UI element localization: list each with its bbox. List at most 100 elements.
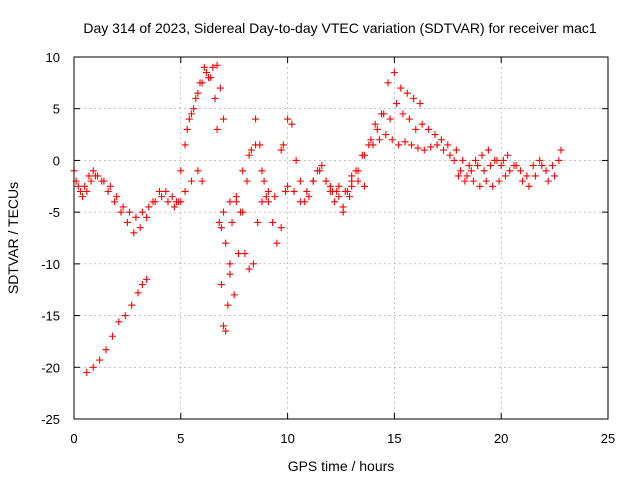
data-point bbox=[420, 146, 428, 154]
series-track-5 bbox=[183, 61, 228, 133]
data-point bbox=[478, 151, 486, 159]
data-point bbox=[333, 187, 341, 195]
series-track-7 bbox=[217, 115, 289, 299]
data-point bbox=[128, 301, 136, 309]
data-point bbox=[113, 193, 121, 201]
data-point bbox=[264, 187, 272, 195]
data-point bbox=[277, 224, 285, 232]
data-point bbox=[279, 141, 287, 149]
data-point bbox=[245, 151, 253, 159]
data-point bbox=[234, 250, 242, 258]
data-point bbox=[226, 260, 234, 268]
data-point bbox=[217, 224, 225, 232]
data-point bbox=[399, 110, 407, 118]
data-point bbox=[138, 208, 146, 216]
y-tick-label: -25 bbox=[41, 412, 60, 427]
data-point bbox=[162, 187, 170, 195]
data-point bbox=[213, 61, 221, 69]
data-point bbox=[230, 291, 238, 299]
data-point bbox=[205, 74, 213, 82]
data-point bbox=[407, 141, 415, 149]
data-point bbox=[183, 125, 191, 133]
x-axis-label: GPS time / hours bbox=[288, 458, 395, 474]
data-point bbox=[292, 156, 300, 164]
series-track-8 bbox=[220, 141, 368, 216]
data-point bbox=[444, 141, 452, 149]
data-point bbox=[249, 260, 257, 268]
data-point bbox=[228, 218, 236, 226]
data-point bbox=[241, 250, 249, 258]
data-point bbox=[373, 125, 381, 133]
x-tick-label: 5 bbox=[177, 431, 184, 446]
data-point bbox=[196, 79, 204, 87]
data-point bbox=[501, 172, 509, 180]
y-tick-label: 0 bbox=[53, 153, 60, 168]
data-point bbox=[226, 270, 234, 278]
data-point bbox=[504, 151, 512, 159]
data-point bbox=[258, 167, 266, 175]
data-point bbox=[211, 94, 219, 102]
y-axis-label: SDTVAR / TECUs bbox=[5, 182, 21, 294]
chart-title: Day 314 of 2023, Sidereal Day-to-day VTE… bbox=[83, 20, 596, 36]
data-point bbox=[303, 187, 311, 195]
data-point bbox=[446, 151, 454, 159]
data-point bbox=[401, 138, 409, 146]
data-point bbox=[343, 187, 351, 195]
data-point bbox=[269, 218, 277, 226]
data-point bbox=[482, 177, 490, 185]
data-point bbox=[181, 187, 189, 195]
data-point bbox=[177, 167, 185, 175]
data-point bbox=[382, 131, 390, 139]
series-track-9 bbox=[279, 115, 356, 216]
series-track-10 bbox=[326, 69, 424, 211]
data-point bbox=[245, 265, 253, 273]
data-point bbox=[557, 146, 565, 154]
data-point bbox=[130, 229, 138, 237]
data-point bbox=[173, 198, 181, 206]
y-tick-label: -10 bbox=[41, 257, 60, 272]
x-tick-label: 0 bbox=[70, 431, 77, 446]
data-point bbox=[495, 177, 503, 185]
data-point bbox=[531, 172, 539, 180]
y-tick-label: -20 bbox=[41, 360, 60, 375]
data-point bbox=[168, 193, 176, 201]
data-point bbox=[463, 172, 471, 180]
data-point bbox=[454, 172, 462, 180]
data-point bbox=[170, 203, 178, 211]
data-point bbox=[102, 346, 110, 354]
y-tick-label: -15 bbox=[41, 309, 60, 324]
data-point bbox=[96, 356, 104, 364]
data-point bbox=[536, 156, 544, 164]
data-point bbox=[403, 89, 411, 97]
data-point bbox=[181, 141, 189, 149]
data-point bbox=[247, 146, 255, 154]
y-tick-label: 5 bbox=[53, 102, 60, 117]
data-point bbox=[331, 198, 339, 206]
data-point bbox=[418, 120, 426, 128]
data-point bbox=[367, 136, 375, 144]
data-point bbox=[290, 187, 298, 195]
data-point bbox=[414, 144, 422, 152]
data-point bbox=[457, 167, 465, 175]
data-point bbox=[187, 177, 195, 185]
data-point bbox=[239, 208, 247, 216]
series-track-3 bbox=[83, 275, 151, 376]
data-point bbox=[87, 177, 95, 185]
data-point bbox=[216, 84, 224, 92]
data-point bbox=[262, 193, 270, 201]
data-point bbox=[222, 327, 230, 335]
data-point bbox=[506, 167, 514, 175]
data-point bbox=[79, 193, 87, 201]
series-track-13 bbox=[454, 146, 565, 190]
data-point bbox=[271, 193, 279, 201]
data-point bbox=[519, 177, 527, 185]
data-point bbox=[548, 162, 556, 170]
data-point bbox=[252, 141, 260, 149]
data-point bbox=[375, 136, 383, 144]
data-point bbox=[224, 301, 232, 309]
data-point bbox=[440, 146, 448, 154]
data-point bbox=[354, 177, 362, 185]
data-point bbox=[335, 193, 343, 201]
data-point bbox=[123, 218, 131, 226]
data-point bbox=[288, 120, 296, 128]
